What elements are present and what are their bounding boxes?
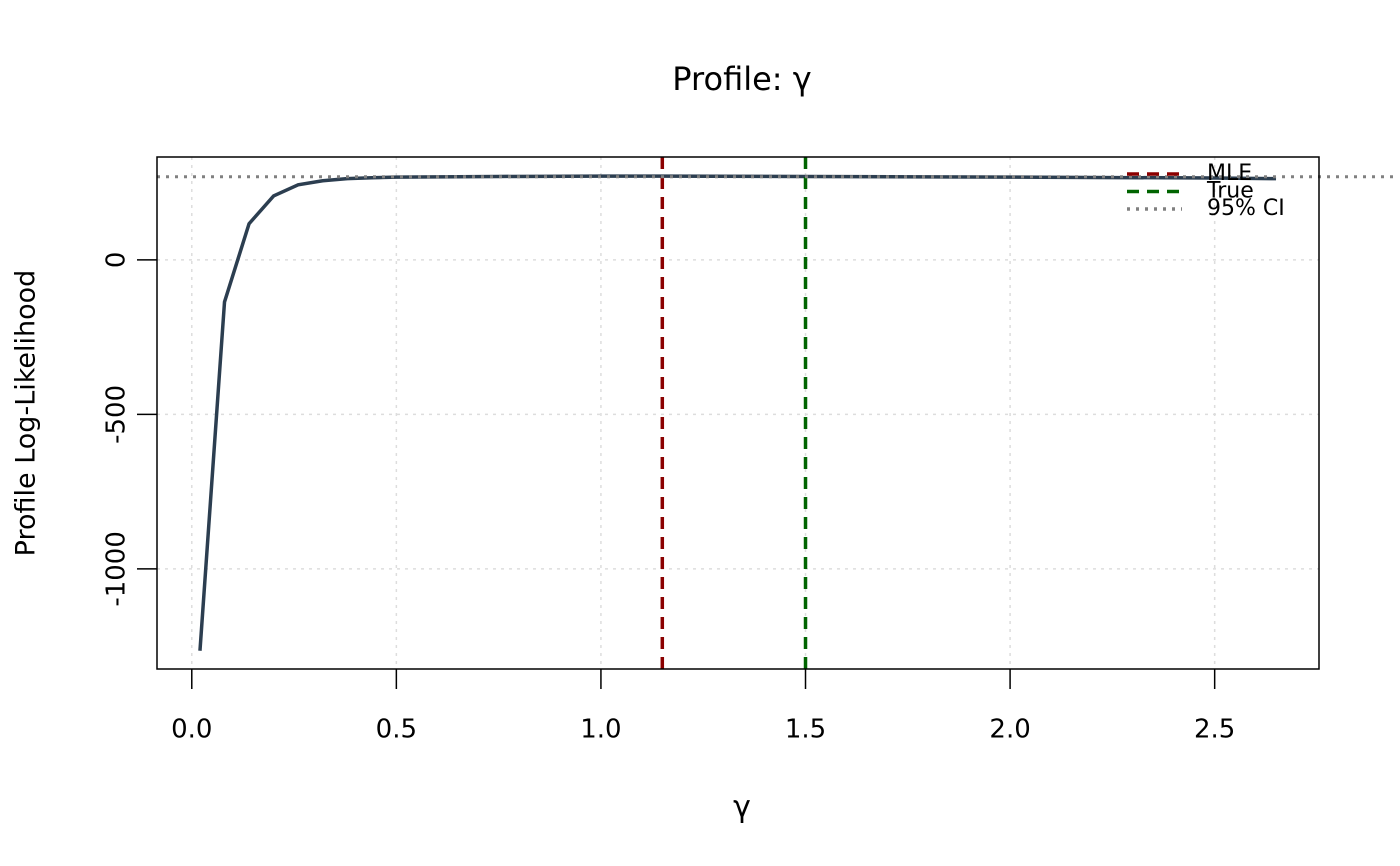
y-tick-label: -1000 <box>102 531 132 607</box>
x-tick-label: 2.0 <box>989 715 1030 745</box>
x-tick-label: 1.5 <box>785 715 826 745</box>
y-tick-label: 0 <box>102 252 132 269</box>
y-tick-label: -500 <box>102 385 132 444</box>
x-tick-label: 1.0 <box>580 715 621 745</box>
y-axis-label: Profile Log-Likelihood <box>11 270 42 557</box>
legend-label: MLE <box>1207 161 1252 186</box>
profile-line <box>198 174 1277 651</box>
x-tick-label: 2.5 <box>1194 715 1235 745</box>
x-tick-label: 0.0 <box>171 715 212 745</box>
legend-label: True <box>1206 179 1254 204</box>
chart-title: Profile: γ <box>672 60 811 98</box>
x-axis-label: γ <box>733 790 751 825</box>
legend-label: 95% CI <box>1207 196 1285 221</box>
x-tick-label: 0.5 <box>376 715 417 745</box>
plot-frame <box>156 156 1320 670</box>
